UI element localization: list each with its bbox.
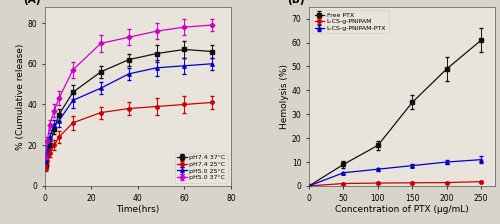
Text: (B): (B) [286, 0, 304, 5]
Y-axis label: Hemolysis (%): Hemolysis (%) [280, 64, 289, 129]
Legend: Free PTX, L-CS-g-PNIPAM, L-CS-g-PNIPAM-PTX: Free PTX, L-CS-g-PNIPAM, L-CS-g-PNIPAM-P… [312, 10, 388, 33]
Legend: pH7.4 37°C, pH7.4 25°C, pH5.0 25°C, pH5.0 37°C: pH7.4 37°C, pH7.4 25°C, pH5.0 25°C, pH5.… [174, 153, 228, 183]
X-axis label: Time(hrs): Time(hrs) [116, 205, 160, 214]
Y-axis label: % (Cumulative release): % (Cumulative release) [16, 43, 25, 149]
X-axis label: Concentration of PTX (μg/mL): Concentration of PTX (μg/mL) [335, 205, 469, 214]
Text: (A): (A) [22, 0, 40, 5]
